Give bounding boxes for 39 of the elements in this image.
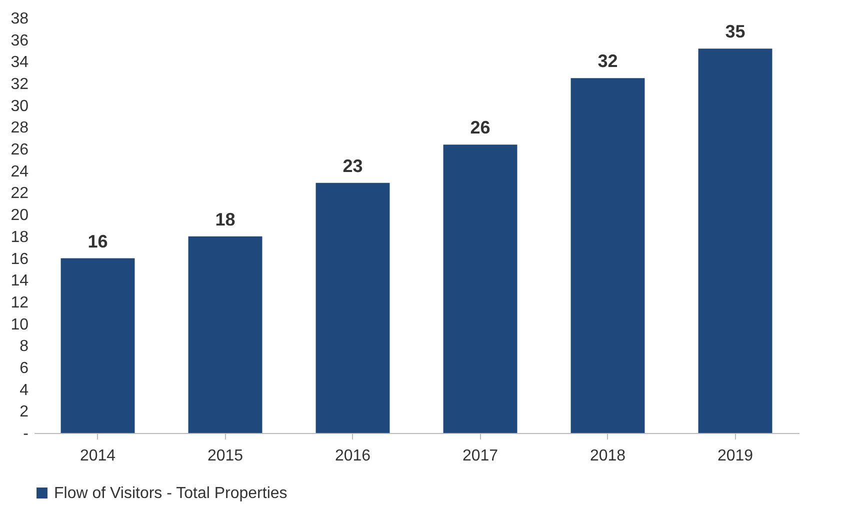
- y-tick-label: 26: [10, 142, 29, 159]
- y-tick-label: 34: [10, 54, 29, 72]
- legend-label: Flow of Visitors - Total Properties: [54, 485, 288, 502]
- y-tick-label: 36: [10, 32, 29, 50]
- data-label: 32: [598, 51, 618, 72]
- x-tick-label: 2019: [717, 448, 754, 464]
- y-tick-label: 2: [20, 404, 29, 421]
- y-tick-label: 16: [10, 250, 29, 268]
- x-tick-label: 2016: [334, 448, 371, 464]
- bar: [188, 236, 262, 433]
- y-tick-label: -: [23, 426, 28, 442]
- y-tick-label: 14: [10, 272, 29, 290]
- bar: [60, 258, 135, 433]
- y-tick-label: 32: [10, 76, 29, 94]
- y-tick-label: 12: [10, 294, 29, 312]
- y-tick-label: 8: [20, 338, 29, 356]
- y-tick-label: 28: [10, 120, 29, 137]
- y-tick-label: 20: [10, 207, 29, 224]
- y-tick-label: 6: [20, 360, 29, 377]
- y-tick-label: 38: [10, 10, 29, 28]
- x-tick-label: 2014: [80, 448, 116, 464]
- y-tick-label: 30: [10, 98, 29, 115]
- bar: [570, 78, 645, 433]
- data-label: 26: [470, 118, 490, 138]
- data-label: 16: [88, 231, 108, 252]
- data-label: 23: [342, 156, 363, 176]
- y-tick-label: 10: [10, 316, 29, 334]
- x-tick-label: 2018: [590, 448, 626, 464]
- y-tick-label: 4: [20, 382, 29, 399]
- bar: [698, 48, 772, 433]
- bar: [443, 144, 518, 433]
- data-label: 18: [215, 209, 236, 230]
- y-tick-label: 22: [10, 185, 29, 202]
- y-tick-label: 24: [10, 163, 29, 180]
- y-tick-label: 18: [10, 228, 29, 246]
- x-tick-label: 2015: [207, 448, 244, 464]
- data-label: 35: [725, 22, 746, 42]
- x-tick-label: 2017: [462, 448, 498, 464]
- bar: [316, 182, 390, 433]
